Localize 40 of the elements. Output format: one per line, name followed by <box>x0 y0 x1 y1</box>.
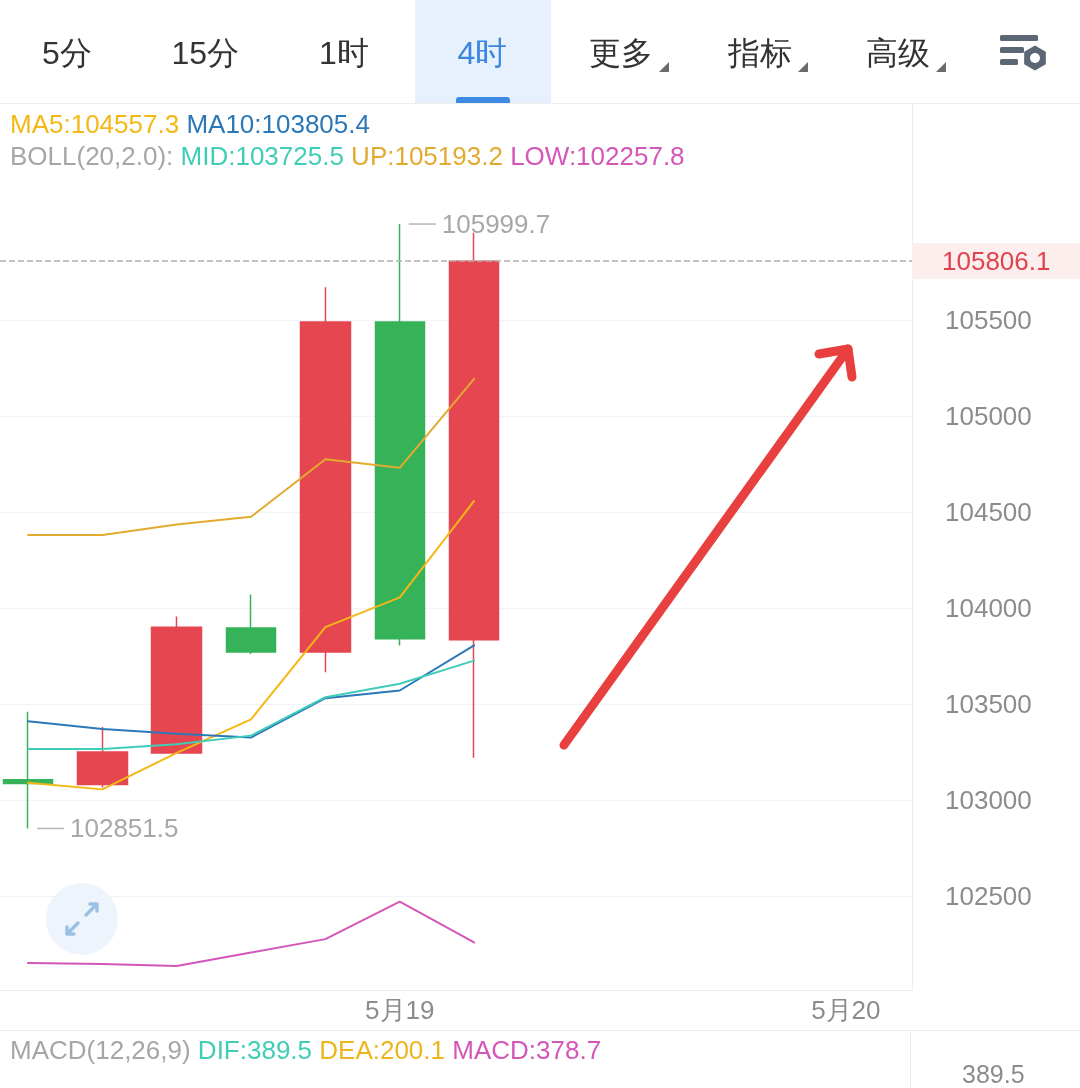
x-tick-label: 5月20 <box>811 995 881 1025</box>
text: LOW:102257.8 <box>510 141 685 171</box>
line-series <box>27 644 476 739</box>
text: 更多 <box>589 34 653 72</box>
text: MA10:103805.4 <box>186 109 370 139</box>
y-tick-label: 103500 <box>945 688 1032 719</box>
text: 15分 <box>171 34 240 72</box>
text: MA5:104557.3 <box>10 109 180 139</box>
text: 1时 <box>319 34 369 72</box>
price-tag: 105806.1 <box>912 243 1080 280</box>
text: DIF:389.5 <box>197 1035 313 1065</box>
line-series <box>27 659 476 751</box>
candlestick <box>448 231 500 759</box>
y-tick-label: 102500 <box>945 880 1032 911</box>
annotation: 105999.7 <box>441 209 551 240</box>
text: MID:103725.5 <box>180 141 344 171</box>
candlestick <box>299 286 352 674</box>
candlestick <box>76 726 129 789</box>
y-tick-label: 105500 <box>945 304 1032 335</box>
text: 389.5 <box>962 1060 1025 1088</box>
text: 4时 <box>457 34 508 72</box>
line-series <box>27 377 476 536</box>
y-tick-label: 104000 <box>945 592 1032 623</box>
annotation: 102851.5 <box>70 813 179 844</box>
text: 5分 <box>42 34 92 72</box>
annotation: BOLL(20,2.0): <box>10 141 174 171</box>
line-series <box>27 499 476 791</box>
y-tick-label: 104500 <box>945 496 1032 527</box>
text: UP:105193.2 <box>351 141 503 171</box>
x-tick-label: 5月19 <box>365 995 435 1025</box>
text: MACD(12,26,9) <box>10 1035 191 1065</box>
candlestick <box>150 615 203 755</box>
text: 指标 <box>727 34 792 72</box>
text: 高级 <box>866 34 930 72</box>
text: MACD:378.7 <box>452 1035 602 1065</box>
text: DEA:200.1 <box>319 1035 446 1065</box>
y-tick-label: 103000 <box>945 784 1032 815</box>
y-tick-label: 105000 <box>945 400 1032 431</box>
line-series <box>27 900 476 967</box>
candlestick <box>225 593 277 655</box>
